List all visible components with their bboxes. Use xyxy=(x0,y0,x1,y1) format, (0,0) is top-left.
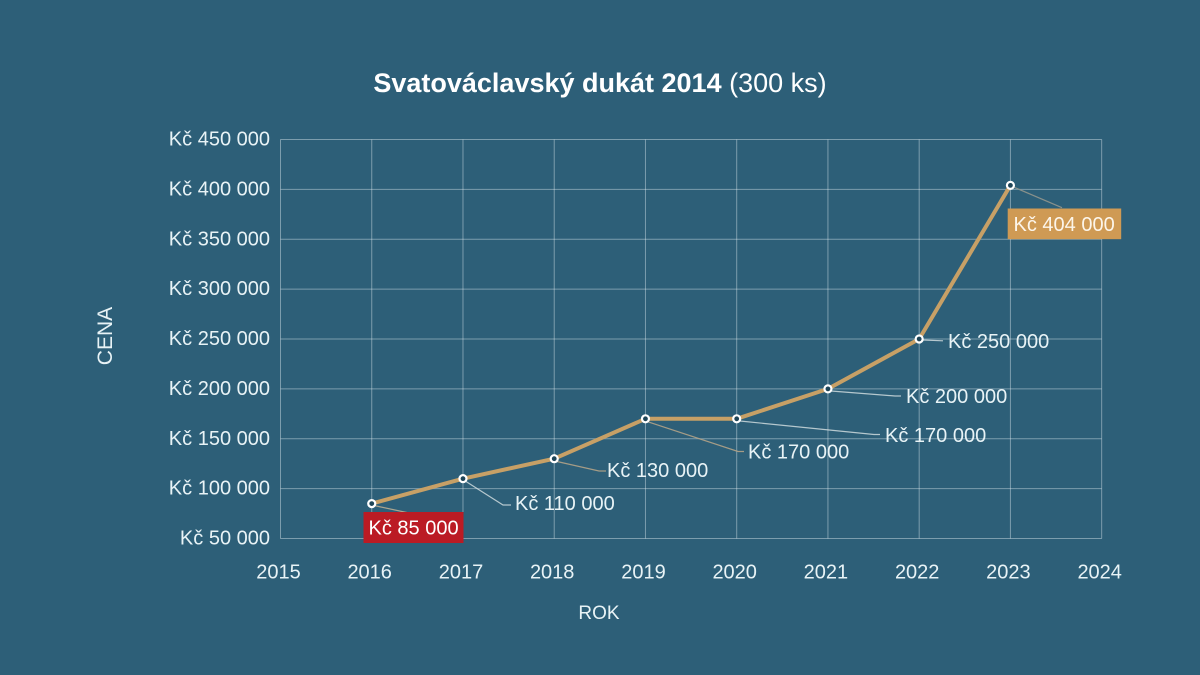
svg-text:CENA: CENA xyxy=(94,307,117,365)
svg-text:Kč 200 000: Kč 200 000 xyxy=(906,386,1007,408)
svg-text:Kč 300 000: Kč 300 000 xyxy=(169,278,270,300)
svg-text:2016: 2016 xyxy=(347,562,392,584)
svg-text:Kč 150 000: Kč 150 000 xyxy=(169,428,270,450)
svg-text:2022: 2022 xyxy=(895,562,940,584)
svg-text:Kč 250 000: Kč 250 000 xyxy=(948,331,1049,353)
svg-text:Kč 400 000: Kč 400 000 xyxy=(169,178,270,200)
svg-text:Kč 404 000: Kč 404 000 xyxy=(1014,214,1115,236)
svg-text:Kč 170 000: Kč 170 000 xyxy=(748,442,849,464)
svg-text:Kč 350 000: Kč 350 000 xyxy=(169,228,270,250)
svg-text:ROK: ROK xyxy=(578,603,620,624)
svg-text:2018: 2018 xyxy=(530,562,575,584)
svg-text:Kč 50 000: Kč 50 000 xyxy=(180,528,270,550)
svg-text:Kč 250 000: Kč 250 000 xyxy=(169,328,270,350)
svg-text:Kč 85 000: Kč 85 000 xyxy=(369,518,459,540)
svg-text:Svatováclavský dukát 2014 (300: Svatováclavský dukát 2014 (300 ks) xyxy=(373,68,826,98)
svg-text:Kč 200 000: Kč 200 000 xyxy=(169,378,270,400)
svg-text:2024: 2024 xyxy=(1077,562,1122,584)
svg-text:2020: 2020 xyxy=(712,562,757,584)
svg-text:Kč 170 000: Kč 170 000 xyxy=(885,425,986,447)
svg-text:2017: 2017 xyxy=(439,562,484,584)
svg-text:Kč 450 000: Kč 450 000 xyxy=(169,129,270,151)
svg-text:2019: 2019 xyxy=(621,562,666,584)
svg-text:2015: 2015 xyxy=(256,562,301,584)
svg-text:Kč 130 000: Kč 130 000 xyxy=(607,460,708,482)
svg-text:2023: 2023 xyxy=(986,562,1031,584)
svg-text:Kč 110 000: Kč 110 000 xyxy=(515,493,615,515)
svg-text:2021: 2021 xyxy=(804,562,849,584)
svg-text:Kč 100 000: Kč 100 000 xyxy=(169,478,270,500)
